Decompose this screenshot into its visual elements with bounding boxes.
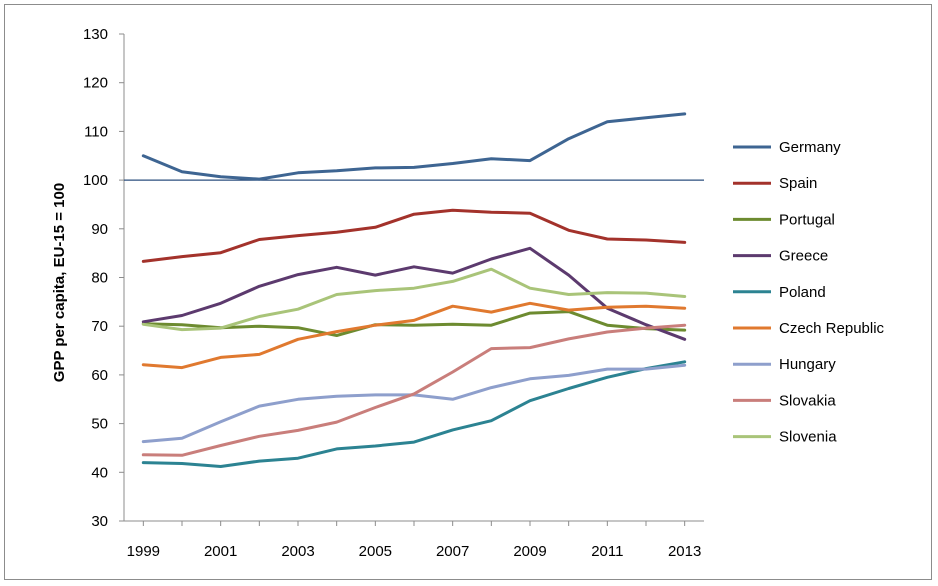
series-line-poland	[141, 360, 687, 468]
y-tick-label: 130	[83, 26, 108, 43]
series-line-czech-republic	[141, 301, 687, 370]
x-tick-label: 2011	[591, 543, 623, 560]
series-line-portugal	[141, 310, 687, 337]
series-line-hungary	[141, 363, 687, 444]
y-tick-label: 60	[91, 367, 108, 384]
y-tick-label: 80	[91, 270, 108, 287]
legend: Germany Spain Portugal Greece Poland Czech Re…	[733, 139, 885, 446]
x-tick-label: 2007	[436, 543, 469, 560]
x-tick-label: 2013	[668, 543, 701, 560]
y-tick-label: 120	[83, 75, 108, 92]
y-tick-label: 110	[84, 123, 108, 140]
x-axis-ticks: 1999 2001 2003 2005 2007 2009 2011 2013	[127, 521, 701, 560]
series-line-germany	[141, 112, 687, 181]
x-tick-label: 2005	[359, 543, 392, 560]
series-lines	[141, 112, 687, 468]
y-tick-label: 30	[91, 513, 108, 530]
legend-label-greece: Greece	[779, 248, 828, 265]
legend-label-czech-republic: Czech Republic	[779, 320, 885, 337]
chart-frame	[4, 4, 932, 580]
x-tick-label: 2009	[513, 543, 546, 560]
legend-label-germany: Germany	[779, 139, 841, 156]
y-axis-title: GPP per capita, EU-15 = 100	[51, 183, 68, 382]
series-line-spain	[141, 208, 687, 263]
x-tick-label: 1999	[127, 543, 160, 560]
legend-label-slovenia: Slovenia	[779, 429, 837, 446]
legend-label-slovakia: Slovakia	[779, 392, 836, 409]
series-line-greece	[141, 246, 687, 341]
series-line-slovenia	[141, 267, 687, 332]
y-tick-label: 40	[91, 464, 108, 481]
legend-label-spain: Spain	[779, 175, 817, 192]
legend-label-hungary: Hungary	[779, 356, 836, 373]
x-tick-label: 2001	[204, 543, 237, 560]
legend-label-portugal: Portugal	[779, 211, 835, 228]
x-tick-label: 2003	[281, 543, 314, 560]
y-tick-label: 90	[91, 221, 108, 238]
y-tick-label: 100	[83, 172, 108, 189]
legend-label-poland: Poland	[779, 284, 826, 301]
series-line-slovakia	[141, 323, 687, 457]
y-axis-ticks: 30 40 50 60 70 80 90 100 110 120 130	[83, 26, 124, 530]
y-tick-label: 70	[91, 318, 108, 335]
y-tick-label: 50	[91, 416, 108, 433]
